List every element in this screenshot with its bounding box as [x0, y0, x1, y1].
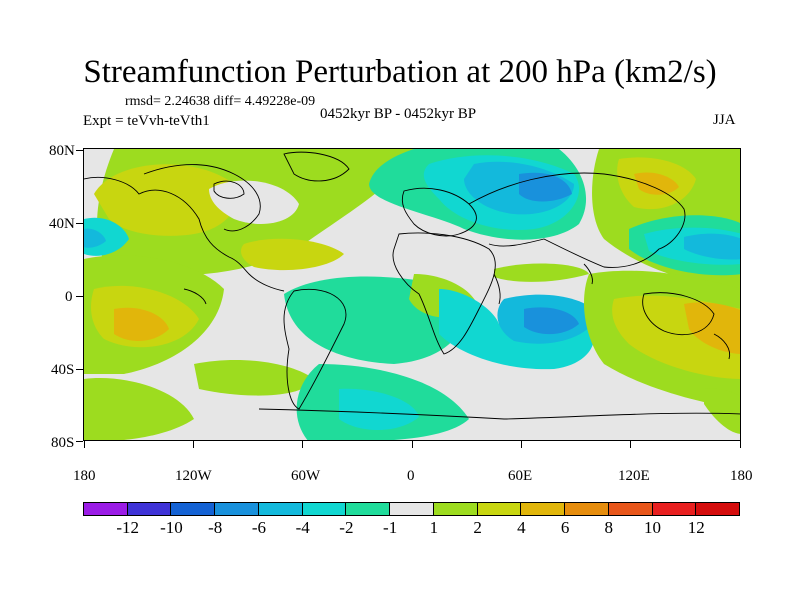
experiment-label: Expt = teVvh-teVth1: [83, 113, 210, 129]
colorbar-label: -4: [295, 518, 310, 537]
contour-field: [84, 149, 740, 440]
contour-shading: [84, 149, 740, 440]
colorbar-swatch: [564, 502, 609, 516]
colorbar-label: 12: [687, 518, 705, 537]
map-title: Streamfunction Perturbation at 200 hPa (…: [83, 54, 717, 90]
lon-tick-120w: 120W: [175, 468, 212, 484]
lat-tickmark: [76, 150, 83, 151]
colorbar-swatch: [432, 502, 478, 516]
lon-tickmark: [412, 441, 413, 448]
lat-tick-40n: 40N: [49, 216, 75, 232]
colorbar-label: 6: [560, 518, 570, 537]
lon-tick-0: 0: [407, 468, 415, 484]
lon-tick-120e: 120E: [618, 468, 650, 484]
lon-tick-60e: 60E: [508, 468, 533, 484]
lon-tickmark: [302, 441, 303, 448]
lat-tickmark: [76, 296, 83, 297]
map-plot: [83, 148, 741, 441]
colorbar-swatch: [126, 502, 172, 516]
colorbar-label: -10: [160, 518, 183, 537]
colorbar-label: -12: [116, 518, 140, 537]
lat-tickmark: [76, 223, 83, 224]
colorbar-label: 4: [517, 518, 526, 537]
lon-tick-60w: 60W: [291, 468, 321, 484]
colorbar-swatch: [651, 502, 697, 516]
lat-tick-40s: 40S: [51, 362, 75, 378]
season-label: JJA: [713, 112, 736, 128]
colorbar-swatch: [345, 502, 391, 516]
lat-tickmark: [76, 369, 83, 370]
colorbar-swatch: [520, 502, 566, 516]
colorbar-label: -8: [208, 518, 223, 537]
colorbar-label: 8: [604, 518, 614, 537]
lon-tick-180w: 180: [73, 468, 96, 484]
lat-tick-80n: 80N: [49, 143, 75, 159]
lat-tickmark: [76, 441, 83, 442]
colorbar-label: 10: [644, 518, 662, 537]
lon-tickmark: [84, 441, 85, 448]
colorbar-swatch: [476, 502, 522, 516]
lon-tickmark: [740, 441, 741, 448]
colorbar-label: 2: [473, 518, 482, 537]
colorbar-swatch: [257, 502, 303, 516]
coastlines: [84, 151, 740, 420]
colorbar-label: -2: [339, 518, 354, 537]
colorbar-label: -1: [383, 518, 398, 537]
colorbar-swatch: [607, 502, 653, 516]
lat-tick-80s: 80S: [51, 435, 75, 451]
lon-tick-180e: 180: [730, 468, 753, 484]
colorbar: [83, 502, 741, 516]
colorbar-swatch: [389, 502, 434, 516]
lon-tickmark: [630, 441, 631, 448]
colorbar-swatch: [301, 502, 347, 516]
stats-text: rmsd= 2.24638 diff= 4.49228e-09: [125, 94, 316, 109]
colorbar-label: 1: [429, 518, 439, 537]
lon-tickmark: [521, 441, 522, 448]
period-label: 0452kyr BP - 0452kyr BP: [320, 106, 477, 122]
colorbar-swatch: [83, 502, 128, 516]
colorbar-swatch: [214, 502, 259, 516]
lat-tick-0: 0: [65, 289, 73, 305]
colorbar-swatch: [695, 502, 741, 516]
lon-tickmark: [193, 441, 194, 448]
colorbar-swatch: [170, 502, 216, 516]
colorbar-label: -6: [251, 518, 267, 537]
